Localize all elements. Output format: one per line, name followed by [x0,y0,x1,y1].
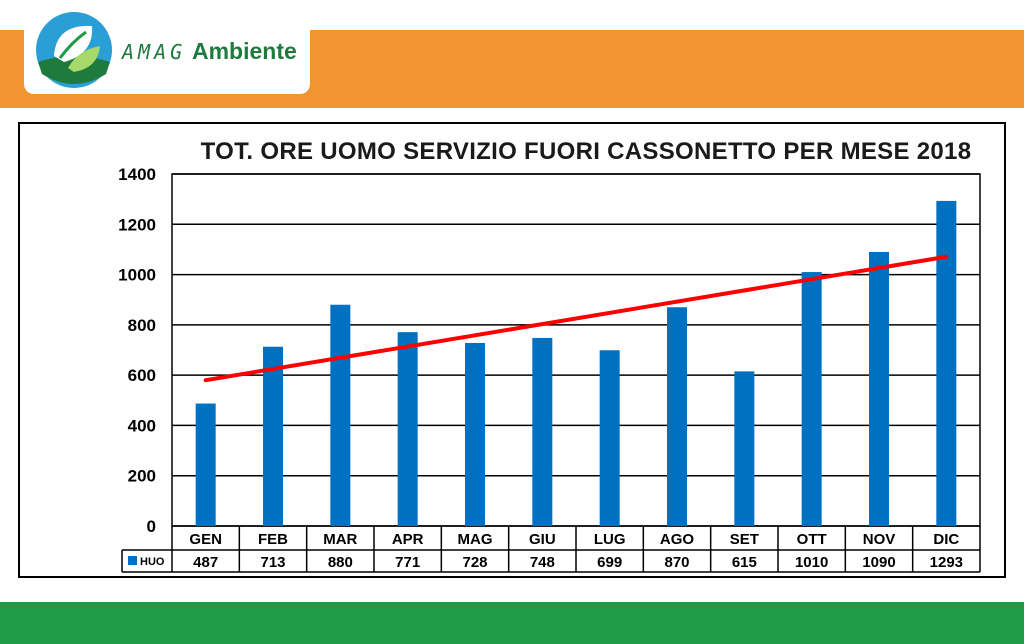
data-label: 713 [260,554,285,571]
data-label: 1293 [930,554,963,571]
data-label: 728 [462,554,487,571]
x-tick-label: AGO [660,531,695,548]
legend-swatch [128,556,137,565]
bar-nov [869,251,889,526]
y-tick-label: 1200 [118,215,156,234]
data-label: 748 [530,554,555,571]
data-label: 615 [732,554,757,571]
data-label: 487 [193,554,218,571]
y-tick-label: 800 [128,316,156,335]
data-label: 699 [597,554,622,571]
x-tick-label: DIC [933,531,959,548]
x-tick-label: SET [730,531,759,548]
y-tick-label: 400 [128,416,156,435]
x-tick-label: APR [392,531,424,548]
bar-chart: TOT. ORE UOMO SERVIZIO FUORI CASSONETTO … [118,138,981,573]
y-tick-label: 0 [147,517,156,536]
footer-green-band [0,602,1024,644]
bar-apr [397,332,418,526]
y-tick-label: 600 [128,366,156,385]
brand-name: Ambiente [192,38,297,64]
bar-mar [330,304,351,526]
bar-dic [936,200,957,526]
x-tick-label: NOV [863,531,896,548]
chart-frame: TOT. ORE UOMO SERVIZIO FUORI CASSONETTO … [18,122,1006,578]
plot-area [171,173,981,527]
bar-feb [263,346,283,526]
data-label: 771 [395,554,420,571]
bar-lug [599,350,620,526]
trendline [203,254,949,383]
x-tick-label: MAR [323,531,357,548]
bar-ott [801,272,822,526]
bar-gen [195,403,216,526]
chart-title: TOT. ORE UOMO SERVIZIO FUORI CASSONETTO … [201,138,972,165]
x-tick-label: GEN [189,531,222,548]
data-label: 880 [328,554,353,571]
data-label: 1010 [795,554,828,571]
data-label: 1090 [862,554,895,571]
y-tick-label: 1400 [118,165,156,184]
x-tick-label: GIU [529,531,556,548]
x-tick-label: LUG [594,531,626,548]
leaf-globe-icon [36,12,112,88]
bar-mag [465,342,485,526]
bar-ago [667,307,687,526]
logo-card: AMAG Ambiente [24,6,310,94]
legend-label: HUO [140,556,165,568]
y-tick-label: 1000 [118,266,156,285]
x-tick-label: MAG [458,531,493,548]
brand-amag: AMAG [122,40,187,64]
x-tick-label: FEB [258,531,288,548]
x-tick-label: OTT [797,531,827,548]
y-tick-label: 200 [128,467,156,486]
bar-giu [532,337,553,526]
bar-set [734,371,755,526]
data-label: 870 [664,554,689,571]
